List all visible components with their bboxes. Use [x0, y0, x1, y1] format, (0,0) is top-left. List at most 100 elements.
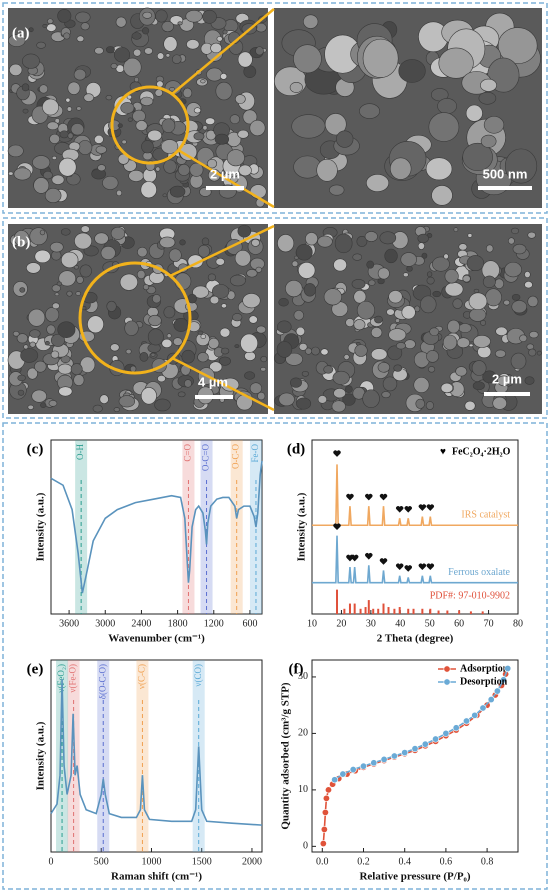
- particle: [377, 267, 390, 280]
- series-label: PDF#: 97-010-9902: [430, 590, 510, 601]
- particle: [75, 11, 91, 23]
- particle: [94, 232, 109, 245]
- band: [182, 440, 195, 614]
- particle: [238, 164, 252, 177]
- particle: [285, 279, 303, 298]
- particle: [362, 389, 380, 408]
- particle: [234, 249, 251, 267]
- particle: [352, 253, 363, 261]
- particle: [458, 243, 468, 251]
- particle: [51, 302, 60, 310]
- particle: [249, 382, 262, 394]
- particle: [316, 158, 338, 182]
- particle: [161, 118, 176, 133]
- x-axis-title: Relative pressure (P/P₀): [359, 871, 470, 883]
- particle: [179, 239, 186, 246]
- x-tick-label: 0.2: [357, 856, 370, 867]
- particle: [278, 392, 295, 407]
- x-tick-label: 30: [366, 618, 376, 629]
- particle: [393, 364, 403, 372]
- particle: [386, 308, 395, 316]
- particle: [27, 308, 46, 327]
- particle: [395, 318, 401, 323]
- particle: [212, 284, 230, 299]
- particle: [95, 145, 107, 154]
- marker: [462, 717, 470, 725]
- particle: [193, 132, 205, 141]
- band-label: δ(O-C-O): [97, 664, 107, 699]
- particle: [83, 245, 99, 257]
- particle: [508, 237, 515, 245]
- particle: [456, 337, 470, 349]
- series-label: IRS catalyst: [461, 510, 510, 521]
- particle: [206, 67, 223, 82]
- particle: [234, 94, 246, 104]
- particle: [425, 157, 453, 181]
- x-tick-label: 40: [395, 618, 405, 629]
- particle: [185, 10, 203, 23]
- particle: [237, 224, 252, 238]
- x-tick-label: 70: [484, 618, 494, 629]
- particle: [137, 246, 148, 258]
- particle: [256, 325, 267, 334]
- particle: [46, 324, 56, 335]
- particle: [144, 47, 153, 55]
- particle: [255, 46, 264, 56]
- y-axis-title: Quantity adsorbed (cm³/g STP): [280, 682, 292, 830]
- scale-bar-label: 2 µm: [210, 166, 240, 181]
- particle: [117, 123, 123, 128]
- particle: [219, 327, 231, 338]
- series-line: [322, 668, 509, 844]
- marker: [421, 740, 429, 748]
- particle: [31, 389, 47, 403]
- particle: [429, 327, 440, 337]
- particle: [60, 228, 71, 236]
- zoom-circle: [110, 85, 190, 165]
- particle: [154, 398, 171, 412]
- particle: [485, 288, 502, 307]
- particle: [336, 130, 354, 148]
- particle: [384, 248, 398, 264]
- particle: [106, 300, 117, 312]
- x-tick-label: 500: [94, 856, 109, 867]
- particle: [121, 139, 127, 145]
- band: [200, 440, 213, 614]
- particle: [342, 393, 356, 406]
- particle: [57, 321, 76, 338]
- zoom-line: [171, 356, 275, 412]
- particle: [160, 139, 179, 154]
- particle: [494, 349, 507, 358]
- x-axis-title: 2 Theta (degree): [377, 633, 454, 645]
- particle: [80, 225, 90, 233]
- particle: [169, 185, 186, 198]
- particle: [46, 121, 59, 131]
- particle: [221, 303, 227, 309]
- particle: [444, 269, 459, 284]
- particle: [320, 348, 329, 356]
- marker: [380, 755, 388, 763]
- particle: [417, 242, 425, 250]
- particle: [16, 333, 29, 344]
- particle: [50, 350, 60, 359]
- particle: [295, 326, 306, 336]
- particle: [147, 129, 162, 142]
- particle: [73, 265, 79, 270]
- legend-symbol: ♥: [440, 446, 446, 457]
- particle: [76, 275, 84, 284]
- particle: [42, 98, 59, 116]
- particle: [468, 292, 488, 310]
- particle: [366, 260, 375, 269]
- panel-border: [2, 2, 548, 214]
- particle: [527, 295, 539, 308]
- scale-bar-label: 4 µm: [198, 374, 228, 389]
- band-label: ν(CO): [193, 664, 203, 687]
- particle: [296, 397, 312, 410]
- particle: [354, 344, 368, 357]
- particle: [323, 365, 334, 374]
- particle: [134, 77, 140, 83]
- particle: [497, 375, 511, 387]
- x-tick-label: 1800: [168, 618, 188, 629]
- particle: [87, 315, 104, 334]
- particle: [492, 396, 507, 410]
